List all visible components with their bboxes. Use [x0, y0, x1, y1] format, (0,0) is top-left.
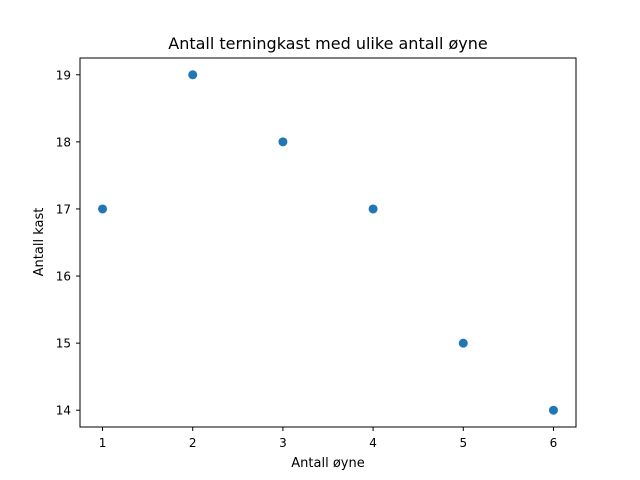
x-axis-ticks: 1 2 3 4 5 6	[99, 427, 558, 450]
x-tick-label: 4	[369, 436, 377, 450]
y-tick-label: 17	[56, 202, 71, 216]
y-tick-label: 15	[56, 337, 71, 351]
y-tick-label: 14	[56, 404, 71, 418]
data-point	[188, 70, 198, 80]
x-tick-label: 6	[550, 436, 558, 450]
data-point	[458, 338, 468, 348]
chart-title: Antall terningkast med ulike antall øyne	[168, 34, 488, 53]
x-tick-label: 3	[279, 436, 287, 450]
y-axis-ticks: 14 15 16 17 18 19	[56, 68, 80, 418]
data-point	[368, 204, 378, 214]
x-tick-label: 1	[99, 436, 107, 450]
data-point	[548, 405, 558, 415]
x-tick-label: 5	[459, 436, 467, 450]
x-tick-label: 2	[189, 436, 197, 450]
x-axis-title: Antall øyne	[291, 456, 364, 471]
data-points	[98, 70, 558, 415]
plot-area-frame	[79, 57, 577, 428]
y-tick-label: 19	[56, 68, 71, 82]
y-tick-label: 16	[56, 270, 71, 284]
data-point	[98, 204, 108, 214]
data-point	[278, 137, 288, 147]
y-axis-title: Antall kast	[32, 208, 47, 277]
y-tick-label: 18	[56, 135, 71, 149]
